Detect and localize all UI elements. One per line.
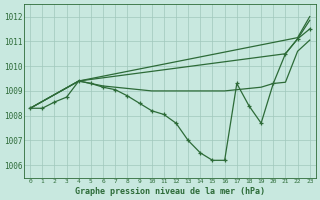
X-axis label: Graphe pression niveau de la mer (hPa): Graphe pression niveau de la mer (hPa) xyxy=(75,187,265,196)
